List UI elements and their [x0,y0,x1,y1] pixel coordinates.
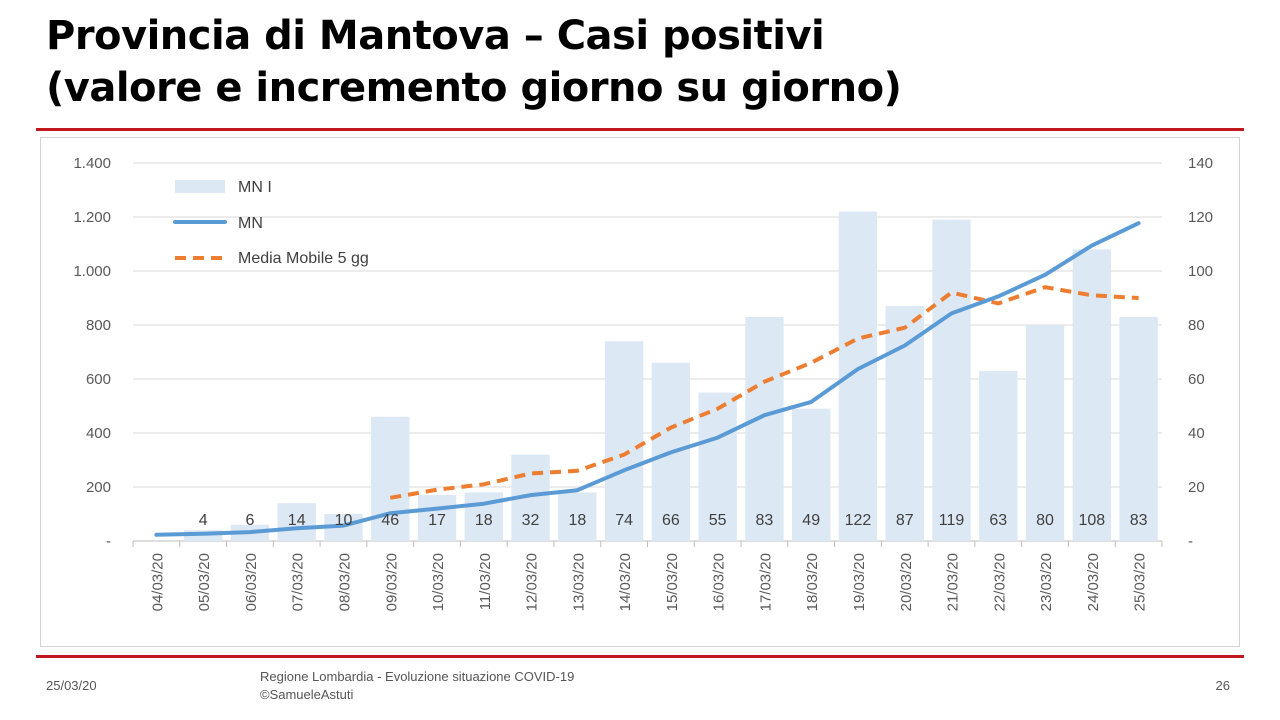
legend-label-moving-average: Media Mobile 5 gg [238,250,369,267]
x-axis-tick-label: 15/03/20 [664,553,681,611]
bar [277,503,316,541]
bar-data-label: 14 [288,512,306,529]
x-axis-tick-label: 08/03/20 [336,553,353,611]
bar-data-label: 55 [709,512,727,529]
bar [1119,316,1158,541]
chart-frame: -200 400 600 800 1.000 1.200 1.400-20 40 60 80 100… [40,137,1240,647]
footer-divider [36,655,1244,658]
x-axis-tick-label: 14/03/20 [617,553,634,611]
right-axis-tick-label: 100 [1188,263,1213,280]
x-axis-tick-label: 18/03/20 [804,553,821,611]
x-axis-tick-label: 07/03/20 [290,553,307,611]
bar-data-label: 122 [845,512,872,529]
left-axis-tick-label: 600 [86,371,111,388]
x-axis-tick-label: 17/03/20 [757,553,774,611]
bar-data-label: 87 [896,512,914,529]
bar-data-label: 66 [662,512,680,529]
bar-data-label: 46 [381,512,399,529]
bar [745,316,784,541]
bar-data-label: 18 [568,512,586,529]
x-axis-tick-label: 13/03/20 [570,553,587,611]
bar-data-label: 6 [245,512,254,529]
title-line-1: Provincia di Mantova – Casi positivi [46,13,825,59]
x-axis-tick-label: 20/03/20 [898,553,915,611]
legend-swatch-bars [175,180,225,193]
bar [792,408,831,541]
bar-data-label: 74 [615,512,633,529]
left-axis-tick-label: 400 [86,425,111,442]
x-axis-tick-label: 25/03/20 [1132,553,1149,611]
legend-label-bars: MN I [238,179,272,196]
bar-data-label: 17 [428,512,446,529]
bar-data-label: 4 [199,512,208,529]
left-axis-tick-label: 1.400 [73,155,111,172]
x-axis-tick-label: 04/03/20 [149,553,166,611]
bar [1025,325,1065,541]
bar [558,492,597,541]
mn-line [154,221,1141,537]
x-axis-tick-label: 22/03/20 [991,553,1008,611]
moving-average-line [389,285,1139,500]
x-axis-tick-label: 21/03/20 [945,553,962,611]
x-axis-tick-label: 24/03/20 [1085,553,1102,611]
footer-source-line-2: ©SamueleAstuti [260,687,354,702]
bar-data-label: 32 [522,512,540,529]
right-axis-tick-label: - [1188,533,1193,550]
bar-data-label: 49 [802,512,820,529]
legend-label-line: MN [238,215,263,232]
slide-title: Provincia di Mantova – Casi positivi (va… [46,10,902,114]
bar-data-label: 108 [1078,512,1105,529]
footer-source: Regione Lombardia - Evoluzione situazion… [260,668,574,704]
bar [698,392,737,541]
left-axis-tick-label: 1.000 [73,263,111,280]
left-axis-tick-label: 800 [86,317,111,334]
bar [979,370,1018,541]
bar-data-label: 119 [939,512,965,529]
x-axis-tick-label: 23/03/20 [1038,553,1055,611]
right-axis-tick-label: 60 [1188,371,1205,388]
footer-source-line-1: Regione Lombardia - Evoluzione situazion… [260,669,575,684]
x-axis-tick-label: 09/03/20 [383,553,400,611]
x-axis-tick-label: 11/03/20 [477,553,494,610]
bar [885,306,924,541]
bar [932,219,971,541]
bar-data-label: 83 [1130,512,1148,529]
right-axis-tick-label: 140 [1188,155,1213,172]
x-axis-tick-label: 06/03/20 [243,553,260,611]
bar-data-label: 83 [756,512,774,529]
x-axis-tick-label: 19/03/20 [851,553,868,611]
bar-data-label: 80 [1036,512,1054,529]
right-axis-tick-label: 80 [1188,317,1205,334]
bar [417,495,457,541]
bar [604,341,644,541]
bar-data-label: 18 [475,512,493,529]
x-axis-tick-label: 05/03/20 [196,553,213,611]
title-divider [36,128,1244,131]
right-axis-tick-label: 20 [1188,479,1205,496]
left-axis-tick-label: - [106,533,111,550]
x-axis-tick-label: 16/03/20 [711,553,728,611]
right-axis-tick-label: 40 [1188,425,1205,442]
footer-date: 25/03/20 [46,678,97,693]
combo-chart: -2004006008001.0001.2001.400-20406080100… [73,155,1213,611]
bar-data-label: 63 [989,512,1007,529]
title-line-2: (valore e incremento giorno su giorno) [46,65,902,111]
x-axis-tick-label: 10/03/20 [430,553,447,611]
left-axis-tick-label: 1.200 [73,209,111,226]
page-number: 26 [1215,678,1230,693]
bar-data-label: 10 [335,512,353,529]
left-axis-tick-label: 200 [86,479,111,496]
right-axis-tick-label: 120 [1188,209,1213,226]
bar [371,416,410,541]
x-axis-tick-label: 12/03/20 [524,553,541,611]
